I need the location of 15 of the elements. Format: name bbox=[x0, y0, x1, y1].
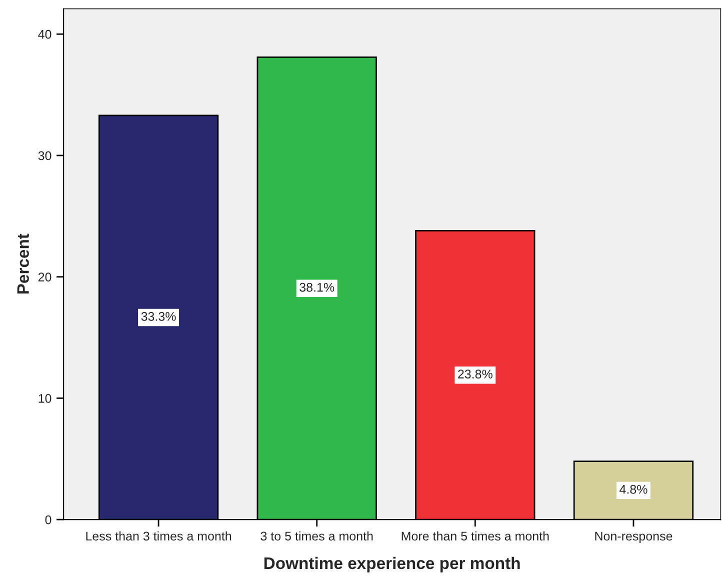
y-tick-label: 30 bbox=[38, 151, 52, 160]
data-label: 4.8% bbox=[620, 484, 648, 494]
y-tick-label: 20 bbox=[38, 272, 52, 282]
x-tick-label: Non-response bbox=[595, 532, 672, 544]
y-tick-label: 40 bbox=[38, 30, 52, 39]
x-tick-label: Less than 3 times a month bbox=[86, 531, 232, 541]
data-label: 38.1% bbox=[300, 282, 334, 292]
y-axis-title: Percent bbox=[17, 234, 29, 294]
x-tick-label: More than 5 times a month bbox=[402, 531, 549, 541]
y-tick-label: 0 bbox=[45, 515, 52, 524]
x-axis-title: Downtime experience per month bbox=[264, 556, 520, 572]
y-tick-label: 10 bbox=[38, 394, 52, 403]
data-label: 23.8% bbox=[458, 370, 492, 378]
data-label: 33.3% bbox=[141, 312, 176, 321]
x-tick-label: 3 to 5 times a month bbox=[260, 531, 373, 541]
